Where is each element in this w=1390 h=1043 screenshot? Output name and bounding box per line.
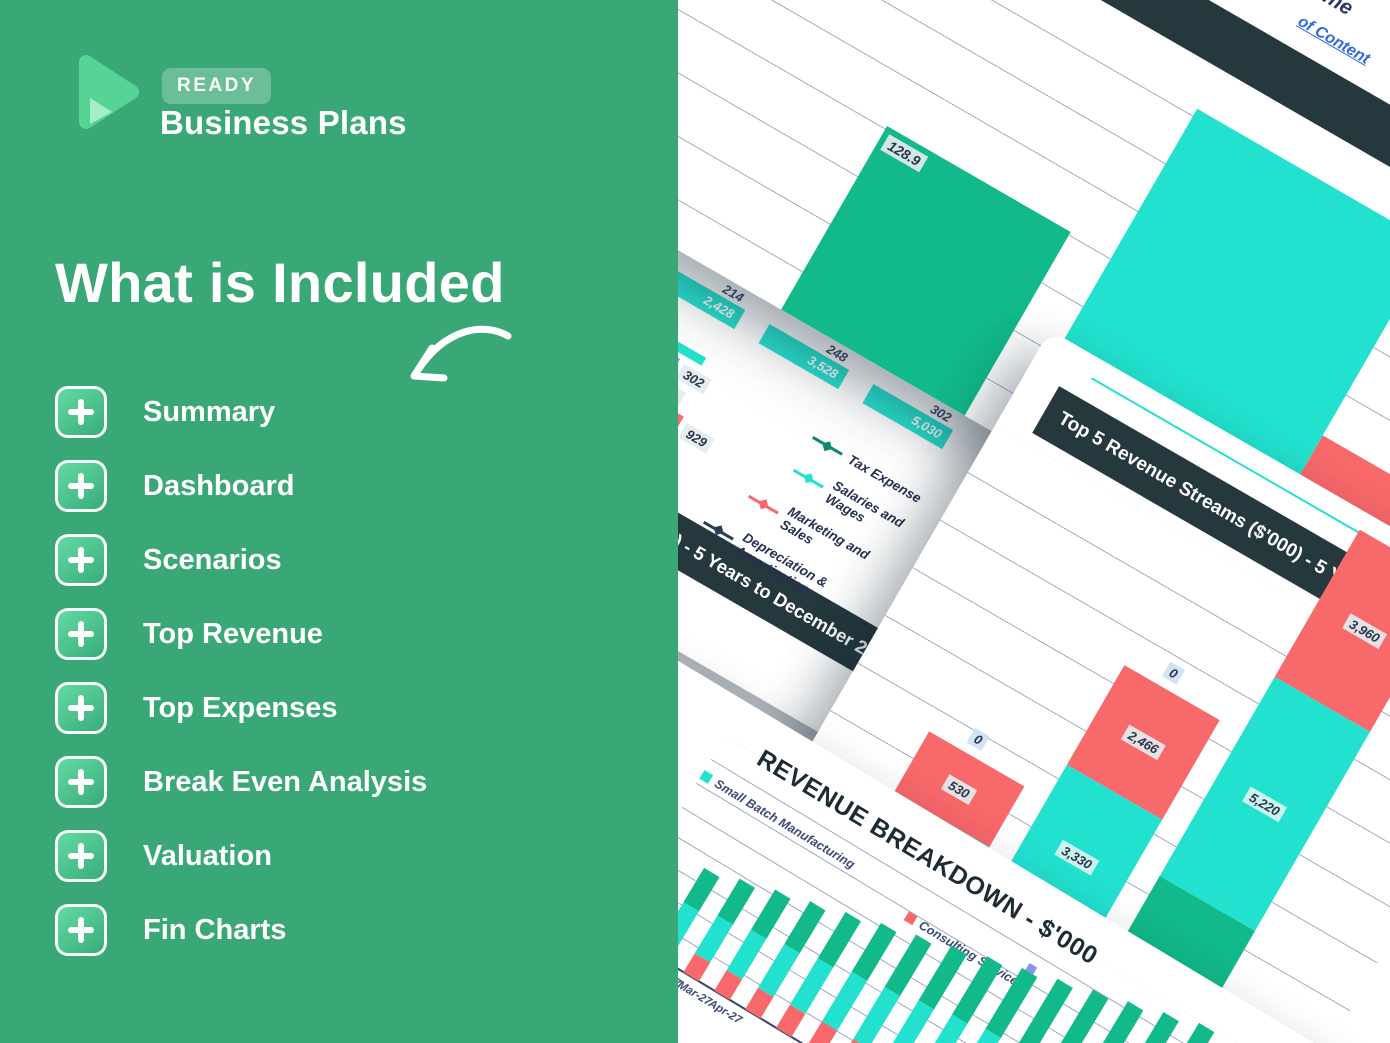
- curved-arrow-icon: [410, 325, 512, 382]
- bar-label: 3,330: [1054, 839, 1100, 876]
- feature-item-dashboard: Dashboard: [55, 460, 427, 512]
- bar-label: 5,220: [1242, 785, 1288, 822]
- doc-name-fragment: ame: [1309, 0, 1357, 21]
- bar-label: 3,960: [1342, 612, 1388, 649]
- zero-label: 0: [966, 727, 990, 752]
- brand-name: Business Plans: [160, 104, 407, 141]
- plus-icon: [55, 386, 107, 438]
- left-panel: READY Business Plans What is Included Su…: [0, 0, 678, 1043]
- series-marker-icon: [748, 494, 780, 515]
- bar-label: 128.9: [880, 134, 929, 173]
- plus-icon: [55, 756, 107, 808]
- bar-label: 530: [941, 773, 978, 805]
- page-title: What is Included: [55, 251, 505, 314]
- badge-label: READY: [162, 68, 272, 104]
- plus-icon: [55, 608, 107, 660]
- feature-label: Top Revenue: [143, 617, 323, 650]
- feature-label: Top Expenses: [143, 691, 338, 724]
- plus-icon: [55, 460, 107, 512]
- bar-label: 929: [678, 422, 715, 454]
- play-logo-icon: [79, 55, 139, 129]
- feature-list: Summary Dashboard Scenarios Top Revenue …: [55, 386, 427, 978]
- stacked-column: [776, 911, 861, 1037]
- zero-label: 0: [1161, 661, 1186, 685]
- month-tick: Apr-27: [706, 997, 744, 1027]
- feature-label: Dashboard: [143, 469, 295, 502]
- feature-label: Valuation: [143, 839, 272, 872]
- series-marker-icon: [703, 520, 735, 541]
- feature-label: Summary: [143, 395, 276, 428]
- feature-item-break-even: Break Even Analysis: [55, 756, 427, 808]
- brand-logo: [74, 50, 144, 139]
- feature-label: Break Even Analysis: [143, 765, 428, 798]
- feature-item-top-expenses: Top Expenses: [55, 682, 427, 734]
- feature-item-valuation: Valuation: [55, 830, 427, 882]
- feature-item-fin-charts: Fin Charts: [55, 904, 427, 956]
- feature-item-summary: Summary: [55, 386, 427, 438]
- feature-item-top-revenue: Top Revenue: [55, 608, 427, 660]
- feature-label: Scenarios: [143, 543, 282, 576]
- plus-icon: [55, 682, 107, 734]
- plus-icon: [55, 904, 107, 956]
- bar-label: 2,466: [1120, 724, 1166, 761]
- plus-icon: [55, 830, 107, 882]
- feature-item-scenarios: Scenarios: [55, 534, 427, 586]
- feature-label: Fin Charts: [143, 913, 287, 946]
- plus-icon: [55, 534, 107, 586]
- series-marker-icon: [793, 468, 825, 489]
- brand-badge: READY: [162, 68, 272, 104]
